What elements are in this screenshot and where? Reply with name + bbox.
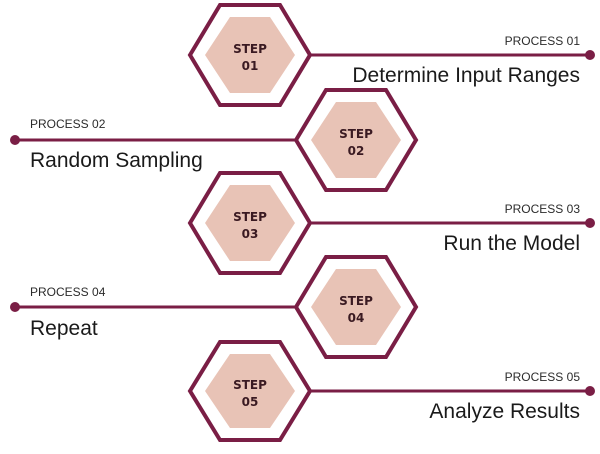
step-04-group: STEP 04 PROCESS 04 Repeat [10,255,419,359]
step-05-hexagon-inner [205,354,295,428]
step-02-group: STEP 02 PROCESS 02 Random Sampling [10,88,419,192]
step-01-group: STEP 01 PROCESS 01 Determine Input Range… [187,2,595,107]
process-02-title: Random Sampling [30,149,203,172]
process-01-title: Determine Input Ranges [352,64,580,87]
step-04-number: 04 [348,311,365,325]
step-02-number: 02 [348,144,365,158]
step-01-number: 01 [242,59,259,73]
process-03-title: Run the Model [443,232,580,255]
step-01-word: STEP [233,42,267,56]
process-05-label: PROCESS 05 [505,370,581,384]
process-05-title: Analyze Results [429,400,580,423]
step-03-hexagon-inner [205,185,295,261]
process-04-label: PROCESS 04 [30,285,106,299]
step-03-word: STEP [233,210,267,224]
process-04-title: Repeat [30,317,98,340]
step-05-word: STEP [233,378,267,392]
process-03-label: PROCESS 03 [505,202,581,216]
step-05-group: STEP 05 PROCESS 05 Analyze Results [187,340,595,442]
step-03-group: STEP 03 PROCESS 03 Run the Model [187,171,595,275]
step-05-number: 05 [242,395,259,409]
connector-dot-02 [10,135,20,145]
connector-dot-01 [585,50,595,60]
connector-dot-04 [10,302,20,312]
step-02-word: STEP [339,127,373,141]
connector-dot-05 [585,386,595,396]
step-01-hexagon-inner [205,17,295,93]
step-03-number: 03 [242,227,259,241]
step-04-word: STEP [339,294,373,308]
step-04-hexagon-inner [311,269,401,345]
process-02-label: PROCESS 02 [30,117,106,131]
connector-dot-03 [585,218,595,228]
step-02-hexagon-inner [311,102,401,178]
process-01-label: PROCESS 01 [505,34,581,48]
